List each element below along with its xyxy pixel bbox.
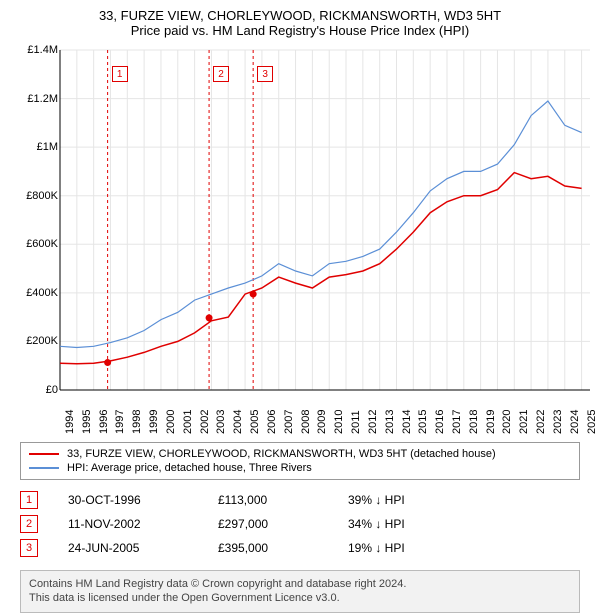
sale-date: 11-NOV-2002 (68, 517, 188, 531)
x-tick-label: 2008 (300, 410, 312, 434)
sale-vs-hpi: 39% ↓ HPI (348, 493, 468, 507)
sale-row: 1 30-OCT-1996 £113,000 39% ↓ HPI (20, 488, 580, 512)
sale-marker-number: 3 (20, 539, 38, 557)
y-tick-label: £1.4M (27, 44, 58, 56)
legend-swatch (29, 467, 59, 469)
x-tick-label: 2012 (367, 410, 379, 434)
x-tick-label: 2015 (417, 410, 429, 434)
x-tick-label: 2018 (468, 410, 480, 434)
x-tick-label: 2002 (199, 410, 211, 434)
x-tick-label: 2011 (350, 410, 362, 434)
x-tick-label: 2016 (434, 410, 446, 434)
x-tick-label: 2003 (215, 410, 227, 434)
y-tick-label: £400K (26, 287, 58, 299)
legend-label: HPI: Average price, detached house, Thre… (67, 462, 312, 474)
x-tick-label: 2010 (333, 410, 345, 434)
chart-container: 33, FURZE VIEW, CHORLEYWOOD, RICKMANSWOR… (0, 0, 600, 590)
y-tick-label: £600K (26, 238, 58, 250)
x-tick-label: 2001 (182, 410, 194, 434)
x-tick-label: 2017 (451, 410, 463, 434)
x-tick-label: 2000 (165, 410, 177, 434)
sale-vs-hpi: 19% ↓ HPI (348, 541, 468, 555)
title-address: 33, FURZE VIEW, CHORLEYWOOD, RICKMANSWOR… (10, 8, 590, 23)
sale-marker-number: 1 (20, 491, 38, 509)
x-tick-label: 1995 (81, 410, 93, 434)
sale-row: 2 11-NOV-2002 £297,000 34% ↓ HPI (20, 512, 580, 536)
x-tick-label: 1998 (131, 410, 143, 434)
sale-price: £395,000 (218, 541, 318, 555)
legend: 33, FURZE VIEW, CHORLEYWOOD, RICKMANSWOR… (20, 442, 580, 480)
x-tick-label: 1999 (148, 410, 160, 434)
chart-svg (30, 44, 592, 392)
legend-swatch (29, 453, 59, 455)
sale-price: £297,000 (218, 517, 318, 531)
y-tick-label: £1M (37, 141, 58, 153)
x-tick-label: 2005 (249, 410, 261, 434)
x-tick-label: 2023 (552, 410, 564, 434)
legend-row: 33, FURZE VIEW, CHORLEYWOOD, RICKMANSWOR… (29, 447, 571, 461)
legend-label: 33, FURZE VIEW, CHORLEYWOOD, RICKMANSWOR… (67, 448, 496, 460)
title-subtitle: Price paid vs. HM Land Registry's House … (10, 23, 590, 38)
sale-date: 24-JUN-2005 (68, 541, 188, 555)
y-tick-label: £800K (26, 190, 58, 202)
x-tick-label: 1997 (114, 410, 126, 434)
x-tick-label: 2021 (518, 410, 530, 434)
title-block: 33, FURZE VIEW, CHORLEYWOOD, RICKMANSWOR… (0, 0, 600, 40)
x-tick-label: 2004 (232, 410, 244, 434)
x-tick-label: 2007 (283, 410, 295, 434)
y-tick-label: £0 (46, 384, 58, 396)
sale-date: 30-OCT-1996 (68, 493, 188, 507)
sale-vs-hpi: 34% ↓ HPI (348, 517, 468, 531)
legend-row: HPI: Average price, detached house, Thre… (29, 461, 571, 475)
x-tick-label: 2013 (384, 410, 396, 434)
sale-marker-box: 3 (257, 66, 273, 82)
sale-marker-number: 2 (20, 515, 38, 533)
footer-line-1: Contains HM Land Registry data © Crown c… (29, 577, 571, 591)
sale-price: £113,000 (218, 493, 318, 507)
x-tick-label: 2006 (266, 410, 278, 434)
sale-marker-box: 1 (112, 66, 128, 82)
chart-area: £0£200K£400K£600K£800K£1M£1.2M£1.4M 123 (30, 44, 590, 404)
sale-marker-box: 2 (213, 66, 229, 82)
x-tick-label: 2022 (535, 410, 547, 434)
x-tick-label: 2019 (485, 410, 497, 434)
y-tick-label: £1.2M (27, 93, 58, 105)
x-tick-label: 1994 (64, 410, 76, 434)
footer-line-2: This data is licensed under the Open Gov… (29, 591, 571, 605)
x-tick-label: 2020 (501, 410, 513, 434)
x-tick-label: 2014 (401, 410, 413, 434)
x-tick-label: 2025 (586, 410, 598, 434)
x-axis-labels: 1994 1995 1996 1997 1998 1999 2000 2001 2002 2003… (30, 404, 590, 438)
sale-row: 3 24-JUN-2005 £395,000 19% ↓ HPI (20, 536, 580, 560)
x-tick-label: 1996 (98, 410, 110, 434)
x-tick-label: 2009 (316, 410, 328, 434)
sales-table: 1 30-OCT-1996 £113,000 39% ↓ HPI 2 11-NOV-200… (20, 488, 580, 560)
x-tick-label: 2024 (569, 410, 581, 434)
attribution-footer: Contains HM Land Registry data © Crown c… (20, 570, 580, 613)
y-tick-label: £200K (26, 335, 58, 347)
